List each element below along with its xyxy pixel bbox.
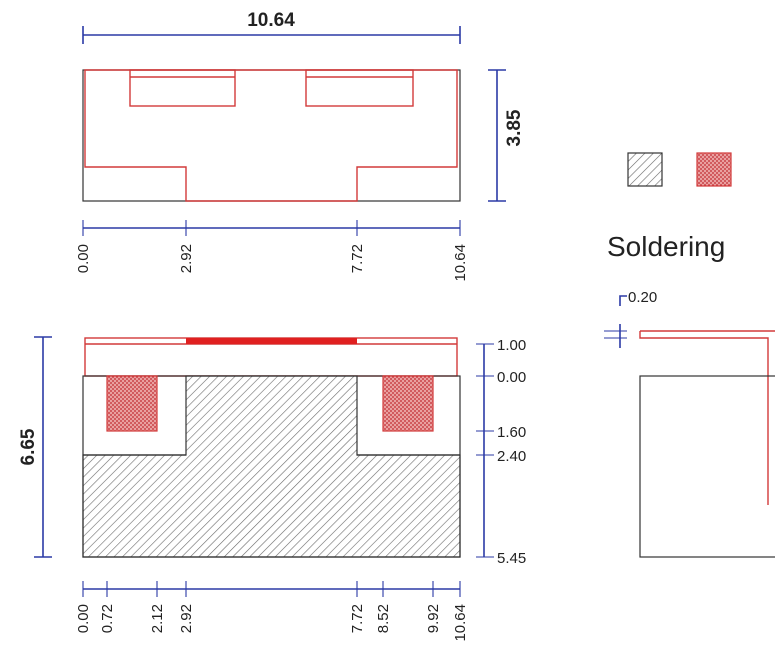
- front-view: 6.65 1.00 0.00: [18, 336, 526, 642]
- front-y-tick: 5.45: [497, 550, 526, 567]
- top-width-dimension: 10.64: [82, 10, 461, 44]
- front-x-tick: 9.92: [425, 604, 442, 633]
- front-height-dimension: 6.65: [18, 336, 52, 558]
- top-x-tick: 10.64: [452, 244, 469, 282]
- solder-pad-left: [106, 375, 158, 432]
- side-view: 0.20: [604, 289, 775, 558]
- side-thickness-label: 0.20: [628, 289, 657, 306]
- solder-pad-right: [382, 375, 434, 432]
- front-solder-pads: [106, 375, 434, 432]
- top-height-label: 3.85: [504, 109, 525, 146]
- side-thickness-dimension: 0.20: [604, 289, 657, 348]
- front-x-tick: 7.72: [349, 604, 366, 633]
- front-x-axis: 0.00 0.72 2.12 2.92 7.72 8.52 9.92 10.64: [75, 581, 469, 642]
- front-y-axis: 1.00 0.00 1.60 2.40 5.45: [476, 337, 526, 567]
- front-y-tick: 1.60: [497, 424, 526, 441]
- top-height-dimension: 3.85: [488, 69, 525, 202]
- front-x-tick: 8.52: [375, 604, 392, 633]
- top-x-tick: 7.72: [349, 244, 366, 273]
- solder-swatch-icon: [696, 152, 732, 187]
- legend-title: Soldering: [607, 231, 725, 262]
- front-x-tick: 2.12: [149, 604, 166, 633]
- top-x-tick: 0.00: [75, 244, 92, 273]
- front-y-tick: 1.00: [497, 337, 526, 354]
- top-view: 10.64 3.85 0.00 2.92 7.72: [75, 10, 525, 282]
- front-x-tick: 2.92: [178, 604, 195, 633]
- front-height-label: 6.65: [18, 428, 39, 465]
- front-x-tick: 10.64: [452, 604, 469, 642]
- top-body: [82, 69, 461, 202]
- front-body: [82, 375, 461, 558]
- front-solder-strip: [84, 337, 458, 377]
- top-x-tick: 2.92: [178, 244, 195, 273]
- front-y-tick: 2.40: [497, 448, 526, 465]
- top-width-label: 10.64: [247, 10, 295, 31]
- front-y-tick: 0.00: [497, 369, 526, 386]
- front-x-tick: 0.72: [99, 604, 116, 633]
- hatch-swatch-icon: [627, 152, 663, 187]
- top-x-axis: 0.00 2.92 7.72 10.64: [75, 220, 469, 282]
- front-x-tick: 0.00: [75, 604, 92, 633]
- legend: Soldering: [607, 152, 732, 262]
